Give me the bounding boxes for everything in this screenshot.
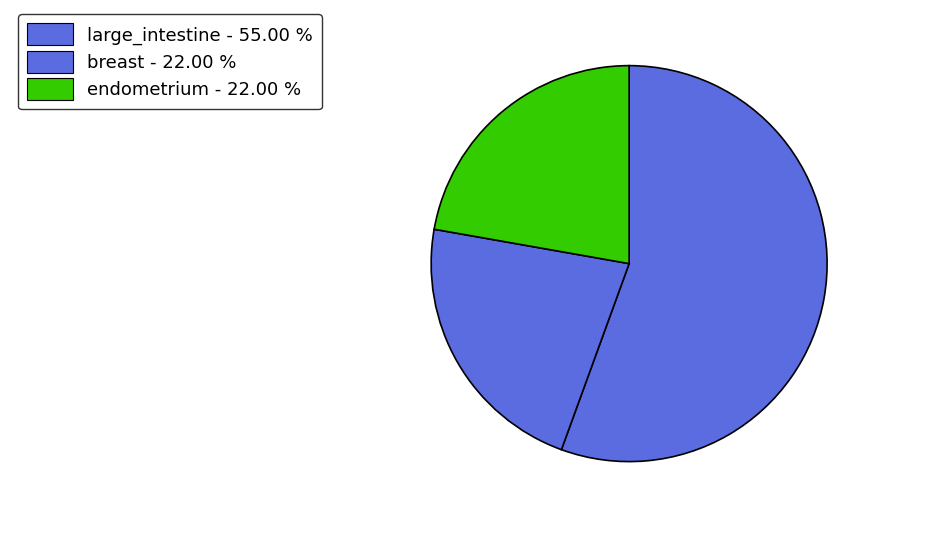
Wedge shape [562, 66, 827, 462]
Wedge shape [434, 66, 629, 264]
Legend: large_intestine - 55.00 %, breast - 22.00 %, endometrium - 22.00 %: large_intestine - 55.00 %, breast - 22.0… [19, 15, 322, 109]
Wedge shape [431, 229, 629, 450]
